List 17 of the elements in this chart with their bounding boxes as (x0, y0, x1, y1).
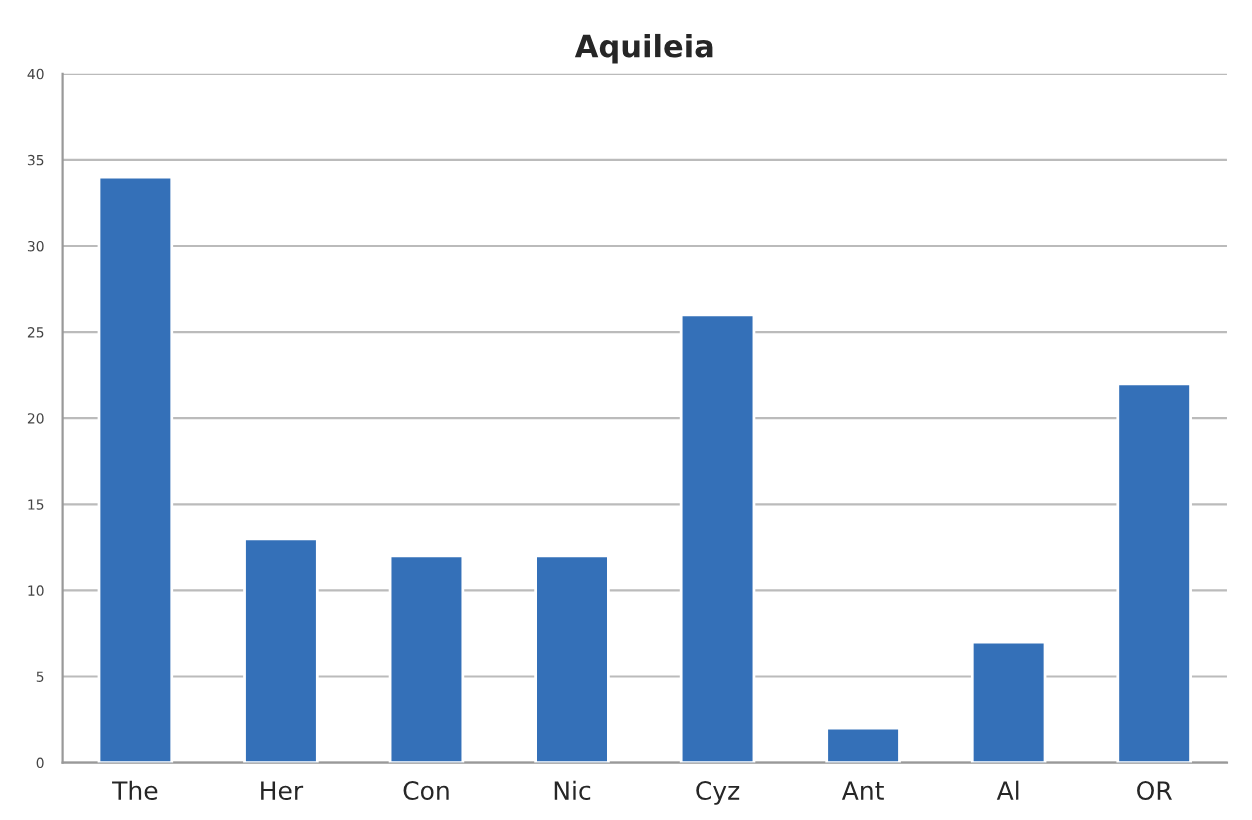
bar (97, 175, 174, 763)
x-tick-label: OR (1137, 781, 1172, 801)
x-tick-label: Her (261, 781, 304, 801)
x-tick-label: Al (996, 780, 1019, 800)
bar (534, 554, 610, 763)
x-tick-label: The (112, 780, 158, 801)
x-tick-label: Cyz (696, 781, 740, 805)
bar (243, 537, 319, 763)
chart-title: Aquileia (574, 33, 713, 64)
x-tick-label: Con (403, 781, 449, 801)
bar (825, 726, 901, 763)
x-tick-label: Ant (841, 781, 884, 800)
x-tick-label: Nic (554, 780, 591, 801)
bar (679, 313, 756, 763)
bar (388, 554, 465, 763)
bar (970, 640, 1047, 763)
bar (1116, 382, 1192, 763)
